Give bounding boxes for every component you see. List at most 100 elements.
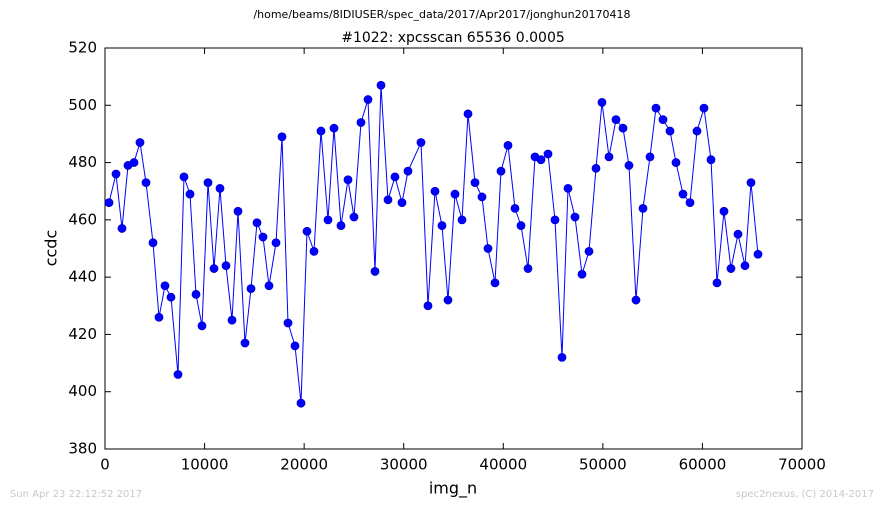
data-point bbox=[323, 215, 333, 225]
data-point bbox=[154, 312, 164, 322]
data-point bbox=[685, 198, 695, 208]
y-tick-label: 420 bbox=[68, 325, 97, 343]
data-point bbox=[490, 278, 500, 288]
data-point bbox=[516, 221, 526, 230]
x-tick-label: 60000 bbox=[679, 456, 727, 474]
data-point bbox=[240, 338, 250, 348]
data-point bbox=[135, 138, 145, 147]
data-point bbox=[309, 246, 319, 256]
data-point bbox=[104, 198, 114, 208]
data-point bbox=[316, 126, 326, 136]
data-point bbox=[477, 192, 487, 202]
data-point bbox=[423, 301, 433, 311]
data-point bbox=[658, 115, 668, 125]
data-point bbox=[443, 295, 453, 305]
data-point bbox=[591, 163, 601, 173]
x-tick-label: 70000 bbox=[778, 456, 826, 474]
data-point bbox=[624, 161, 634, 170]
data-point bbox=[203, 178, 213, 188]
data-point bbox=[376, 80, 386, 90]
x-tick-label: 50000 bbox=[579, 456, 627, 474]
data-point bbox=[563, 183, 573, 193]
data-point bbox=[233, 206, 243, 216]
data-point bbox=[111, 169, 121, 179]
data-point bbox=[699, 103, 709, 113]
data-point bbox=[753, 249, 763, 259]
data-point bbox=[746, 178, 756, 188]
y-tick-label: 440 bbox=[68, 268, 97, 286]
data-point bbox=[166, 292, 176, 302]
data-point bbox=[141, 178, 151, 188]
data-point bbox=[543, 149, 553, 159]
data-point bbox=[536, 155, 546, 165]
data-point bbox=[430, 186, 440, 196]
data-point bbox=[179, 172, 189, 182]
data-point bbox=[258, 232, 268, 242]
data-point bbox=[302, 226, 312, 236]
data-point bbox=[463, 109, 473, 119]
data-point bbox=[665, 126, 675, 136]
data-point bbox=[611, 115, 621, 125]
data-point bbox=[597, 98, 607, 107]
x-tick-label: 0 bbox=[100, 456, 110, 474]
data-point bbox=[604, 152, 614, 162]
data-point bbox=[283, 318, 293, 328]
y-tick-label: 460 bbox=[68, 210, 97, 228]
data-point bbox=[383, 195, 393, 205]
data-point bbox=[584, 246, 594, 256]
x-axis-label: img_n bbox=[429, 479, 477, 499]
data-point bbox=[221, 261, 231, 271]
data-point bbox=[450, 189, 460, 199]
data-point bbox=[148, 238, 158, 248]
data-point bbox=[160, 281, 170, 291]
data-point bbox=[290, 341, 300, 351]
data-point bbox=[209, 264, 219, 273]
data-point bbox=[329, 123, 339, 133]
data-point bbox=[173, 370, 183, 379]
data-point bbox=[349, 212, 359, 222]
data-point bbox=[296, 398, 306, 408]
data-point bbox=[557, 352, 567, 362]
data-point bbox=[631, 295, 641, 305]
footer-left: Sun Apr 23 22:12:52 2017 bbox=[10, 489, 142, 500]
y-tick-label: 480 bbox=[68, 153, 97, 171]
data-point bbox=[510, 203, 520, 213]
data-point bbox=[264, 281, 274, 291]
y-axis-label: ccdc bbox=[42, 230, 61, 267]
data-point bbox=[706, 155, 716, 165]
data-point bbox=[483, 244, 493, 253]
footer-right: spec2nexus, (C) 2014-2017 bbox=[736, 489, 874, 500]
data-point bbox=[191, 289, 201, 299]
data-point bbox=[470, 178, 480, 188]
data-point bbox=[570, 212, 580, 222]
data-point bbox=[712, 278, 722, 288]
data-point bbox=[577, 269, 587, 279]
data-line bbox=[108, 85, 759, 404]
x-tick-label: 10000 bbox=[181, 456, 229, 474]
data-point bbox=[336, 221, 346, 230]
data-point bbox=[117, 224, 127, 233]
data-point bbox=[197, 321, 207, 331]
data-point bbox=[129, 158, 139, 167]
data-point bbox=[503, 140, 513, 150]
data-point bbox=[363, 95, 373, 104]
data-point bbox=[671, 158, 681, 167]
data-point bbox=[550, 215, 560, 225]
data-point bbox=[215, 183, 225, 193]
data-point bbox=[416, 138, 426, 147]
data-point bbox=[370, 267, 380, 276]
x-tick-label: 30000 bbox=[380, 456, 428, 474]
data-point bbox=[246, 284, 256, 294]
y-tick-label: 380 bbox=[68, 440, 97, 458]
data-point bbox=[645, 152, 655, 162]
data-point bbox=[277, 132, 287, 142]
data-point bbox=[457, 215, 467, 225]
chart-title: /home/beams/8IDIUSER/spec_data/2017/Apr2… bbox=[253, 8, 630, 21]
data-point bbox=[271, 238, 281, 248]
data-point bbox=[496, 166, 506, 176]
y-tick-label: 400 bbox=[68, 382, 97, 400]
data-point bbox=[678, 189, 688, 199]
data-point bbox=[185, 189, 195, 199]
data-point bbox=[733, 229, 743, 239]
